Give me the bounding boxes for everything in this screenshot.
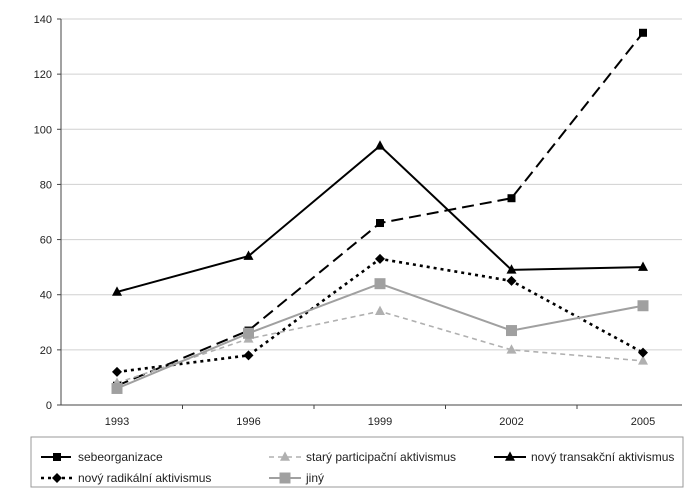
data-point [243,350,254,361]
y-tick-label: 80 [40,179,52,191]
y-tick-label: 40 [40,290,52,302]
legend-label: sebeorganizace [78,450,163,464]
x-tick-label: 1999 [368,416,392,428]
data-point [638,261,648,271]
data-point [375,140,385,150]
data-point [112,286,122,296]
y-tick-label: 60 [40,235,52,247]
legend-label: nový radikální aktivismus [78,471,211,485]
legend-swatch-marker [53,453,61,461]
data-point [243,327,254,339]
data-point [639,28,647,37]
data-point [375,253,385,264]
legend-swatch-marker [52,473,62,483]
data-point [638,347,648,358]
legend-label: jiný [305,471,324,485]
series-line-1 [116,310,644,384]
data-point [374,278,386,290]
axes: 0 20 40 60 80 100 120 140 1993 1996 1999 2002 2005 [34,14,682,428]
data-point [506,264,517,274]
series-line-2 [116,144,644,293]
data-point [638,355,648,365]
x-tick-label: 1993 [105,416,129,428]
data-point [112,366,122,377]
x-tick-label: 2002 [499,416,523,428]
y-tick-label: 100 [34,124,52,136]
data-point [506,275,517,286]
gridlines [61,18,682,351]
data-point [507,194,516,203]
data-point [506,325,517,337]
y-tick-label: 120 [34,69,52,81]
x-tick-label: 1996 [236,416,260,428]
data-point [637,300,649,312]
series-line-4 [116,282,644,390]
legend-swatch-marker [280,451,290,461]
data-point [243,250,254,260]
series-markers [111,28,649,394]
series-lines [116,32,644,390]
data-point [376,219,384,228]
legend-label: nový transakční aktivismus [531,450,674,464]
series-line-0 [116,32,644,387]
legend-swatch-marker [505,451,515,461]
y-tick-label: 20 [40,345,52,357]
y-tick-label: 140 [34,14,52,26]
legend-label: starý participační aktivismus [306,450,456,464]
y-tick-label: 0 [46,400,52,412]
data-point [375,305,385,316]
legend-box [30,436,684,488]
legend-swatch-marker [279,472,291,484]
data-point [111,382,123,394]
data-point [506,344,517,354]
x-tick-label: 2005 [631,416,655,428]
legend: sebeorganizace starý participační aktivis… [30,436,684,488]
